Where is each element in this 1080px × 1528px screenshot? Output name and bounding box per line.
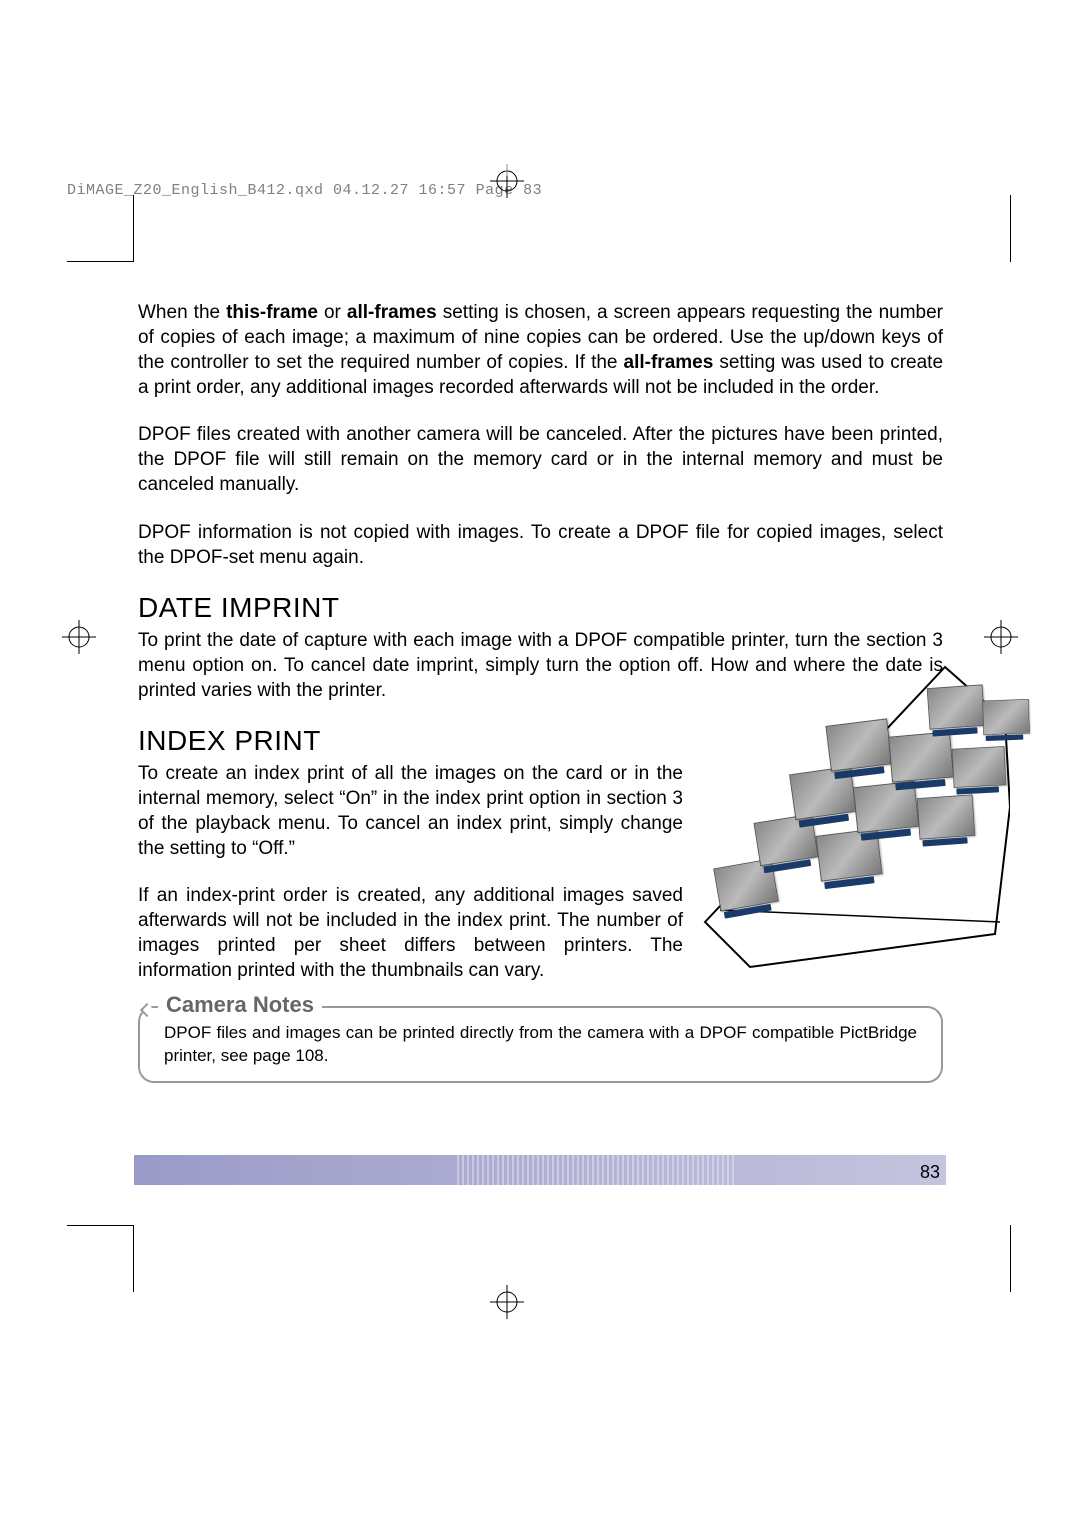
- page-number: 83: [920, 1162, 940, 1183]
- registration-mark-icon: [490, 164, 524, 198]
- footer-accent-bar: [134, 1155, 946, 1185]
- crop-mark: [1010, 1225, 1013, 1292]
- paragraph-dpof-cancel: DPOF files created with another camera w…: [138, 422, 943, 497]
- thumbnail-icon: [917, 794, 976, 839]
- bold-text: all-frames: [347, 302, 437, 323]
- index-print-illustration: [700, 662, 1010, 972]
- paragraph-index-print-2: If an index-print order is created, any …: [138, 883, 683, 983]
- thumbnail-icon: [927, 684, 986, 729]
- heading-date-imprint: DATE IMPRINT: [138, 592, 943, 624]
- camera-notes-title: Camera Notes: [158, 992, 322, 1018]
- thumbnail-icon: [825, 718, 892, 771]
- registration-mark-icon: [490, 1285, 524, 1319]
- crop-mark: [67, 195, 134, 262]
- paragraph-index-print-1: To create an index print of all the imag…: [138, 761, 683, 861]
- thumbnail-icon: [952, 746, 1007, 788]
- bold-text: this-frame: [226, 302, 318, 323]
- thumbnail-icon: [888, 731, 954, 782]
- prepress-header: DiMAGE_Z20_English_B412.qxd 04.12.27 16:…: [67, 182, 542, 199]
- thumbnail-icon: [982, 699, 1030, 735]
- camera-notes-text: DPOF files and images can be printed dir…: [164, 1022, 917, 1068]
- camera-notes-box: Camera Notes DPOF files and images can b…: [138, 1006, 943, 1084]
- bold-text: all-frames: [624, 352, 714, 373]
- crop-mark: [67, 1225, 134, 1292]
- text: or: [318, 302, 347, 323]
- paragraph-dpof-copy: DPOF information is not copied with imag…: [138, 520, 943, 570]
- paragraph-dpof-frames: When the this-frame or all-frames settin…: [138, 300, 943, 400]
- footer-accent-stripe: [454, 1155, 734, 1185]
- registration-mark-icon: [984, 620, 1018, 654]
- crop-mark: [1010, 195, 1013, 262]
- registration-mark-icon: [62, 620, 96, 654]
- text: When the: [138, 302, 226, 323]
